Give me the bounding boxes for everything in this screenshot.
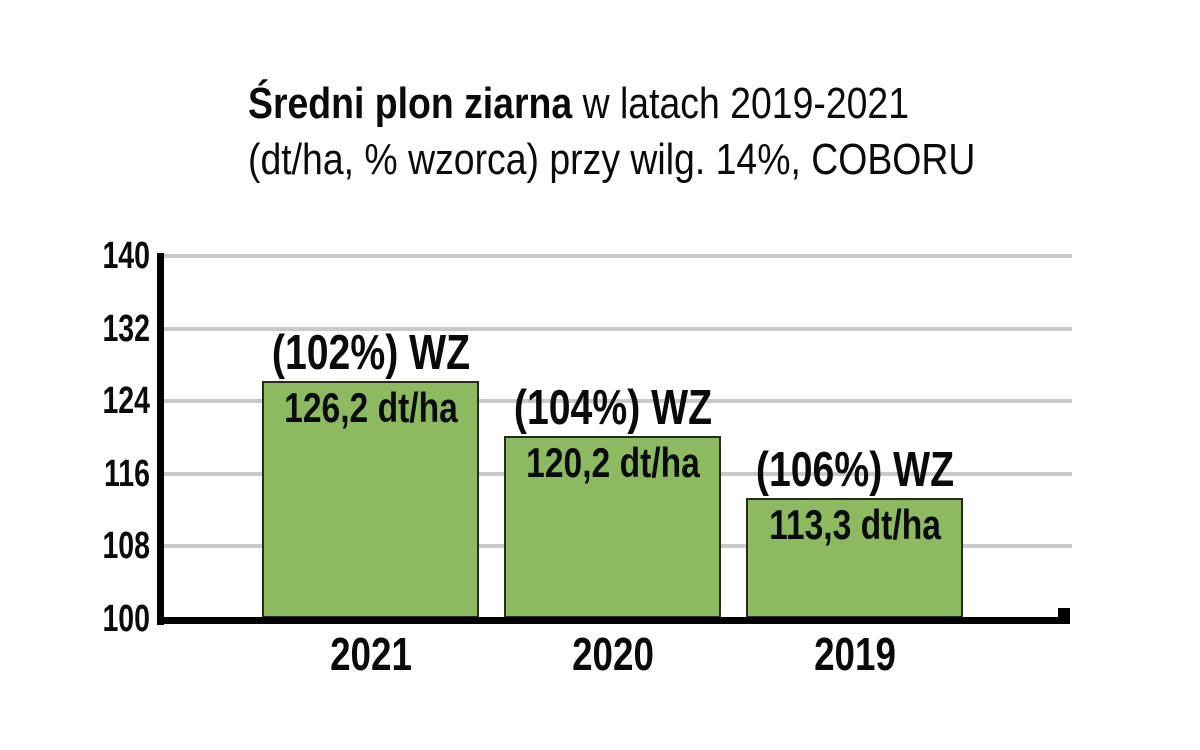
y-tick-label: 116 bbox=[104, 452, 150, 495]
gridline bbox=[157, 254, 1072, 258]
chart-title: Średni plon ziarna w latach 2019-2021 (d… bbox=[248, 76, 975, 188]
bar-value-label: 126,2 dt/ha bbox=[283, 384, 458, 432]
bar-percent-label: (102%) WZ bbox=[271, 326, 470, 381]
x-axis-end-tick bbox=[1058, 608, 1070, 624]
bar-2020 bbox=[504, 435, 721, 618]
y-axis-line bbox=[157, 253, 164, 625]
y-tick-label: 100 bbox=[102, 598, 150, 640]
chart-title-rest: w latach 2019-2021 bbox=[572, 79, 910, 128]
y-tick-label: 140 bbox=[102, 235, 150, 277]
y-tick-label: 108 bbox=[102, 525, 150, 568]
bar-value-label: 120,2 dt/ha bbox=[525, 438, 700, 486]
bar-2019 bbox=[746, 498, 963, 618]
x-tick-label: 2020 bbox=[571, 628, 654, 680]
gridline bbox=[157, 399, 1072, 404]
x-tick-label: 2019 bbox=[813, 628, 896, 680]
bar-percent-label: (106%) WZ bbox=[755, 443, 954, 498]
x-axis-line bbox=[157, 617, 1070, 624]
bar-percent-label: (104%) WZ bbox=[513, 380, 712, 435]
y-tick-label: 124 bbox=[102, 380, 150, 423]
bar-value-label: 113,3 dt/ha bbox=[768, 501, 941, 549]
gridline bbox=[157, 326, 1072, 331]
chart-title-line1: Średni plon ziarna w latach 2019-2021 bbox=[248, 76, 975, 132]
y-tick-label: 132 bbox=[102, 307, 150, 350]
bar-2021 bbox=[262, 381, 479, 618]
chart-title-bold: Średni plon ziarna bbox=[248, 79, 573, 128]
chart-title-line2: (dt/ha, % wzorca) przy wilg. 14%, COBORU bbox=[248, 135, 976, 184]
x-tick-label: 2021 bbox=[329, 628, 412, 680]
